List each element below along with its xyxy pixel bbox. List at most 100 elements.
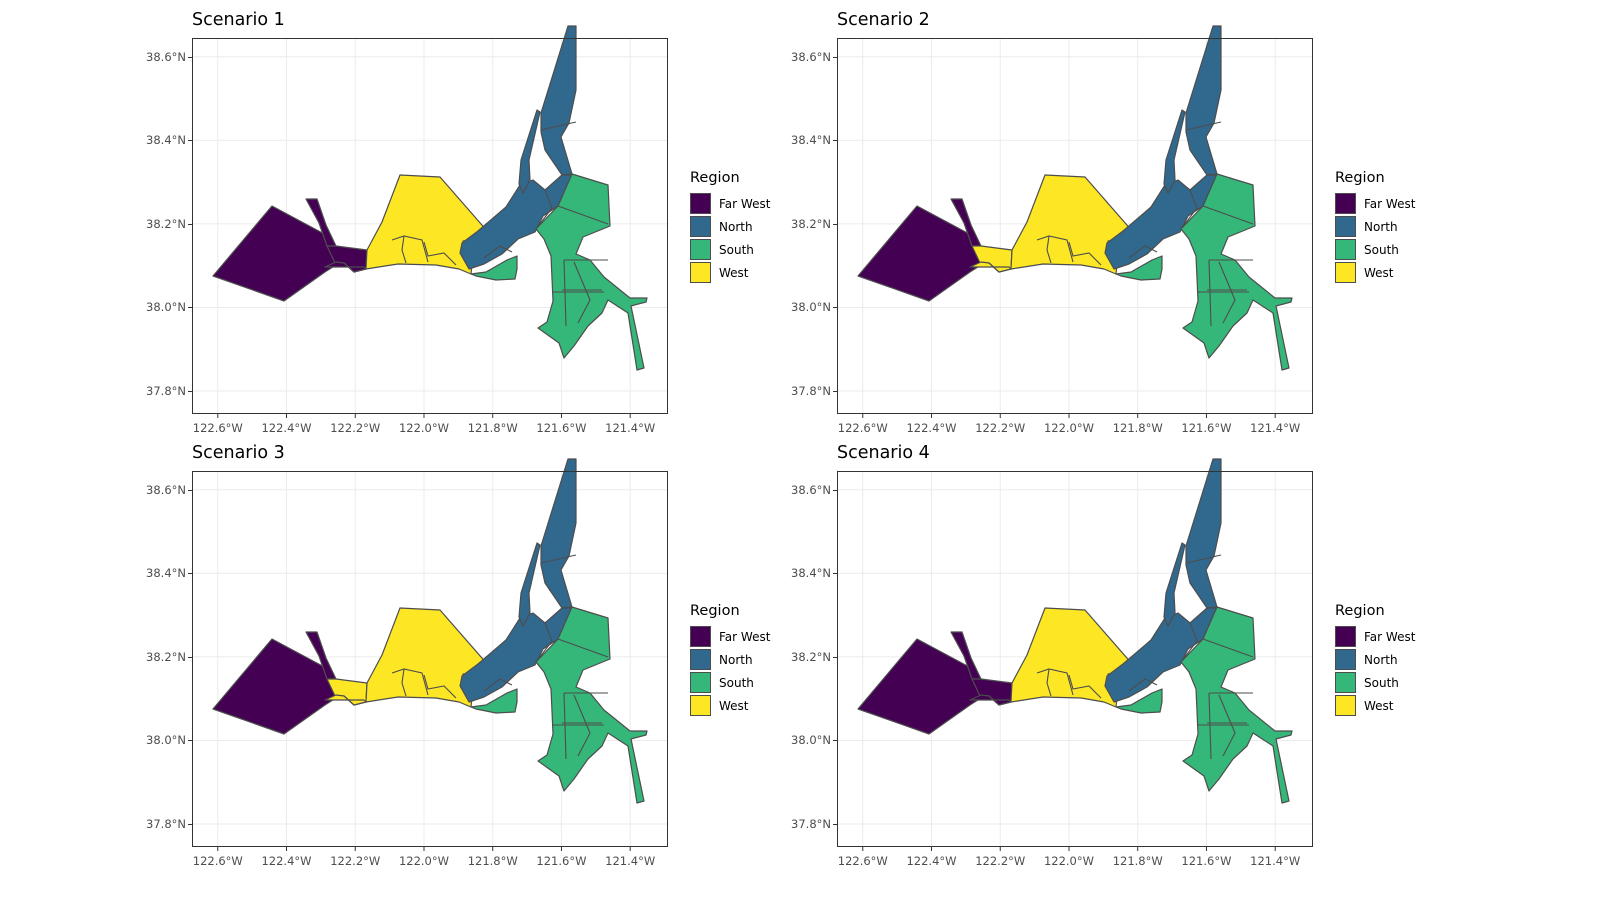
region-boundary bbox=[1185, 121, 1222, 131]
region-boundary bbox=[401, 668, 407, 697]
plot-border bbox=[192, 38, 668, 414]
legend-title: Region bbox=[690, 603, 740, 619]
region-polygon-south bbox=[1115, 688, 1163, 714]
legend-swatch bbox=[1335, 695, 1356, 716]
legend: Region Far West North South West bbox=[690, 170, 770, 284]
region-polygon-far-west bbox=[324, 261, 367, 273]
region-boundary bbox=[1046, 235, 1052, 264]
y-tick bbox=[188, 573, 192, 574]
legend-label: South bbox=[1364, 242, 1399, 257]
y-tick bbox=[833, 224, 837, 225]
region-boundary bbox=[563, 692, 567, 760]
legend-label: South bbox=[1364, 675, 1399, 690]
legend-swatch bbox=[1335, 262, 1356, 283]
region-polygon-north bbox=[1163, 542, 1186, 627]
y-tick bbox=[188, 657, 192, 658]
y-tick-label: 38.2°N bbox=[791, 216, 831, 231]
region-polygon-south bbox=[1115, 255, 1163, 281]
region-polygon-south bbox=[470, 688, 518, 714]
region-boundary bbox=[1218, 694, 1236, 757]
scenario-panel-4: Scenario 4 122.6°W 122.4°W 122.2°W 122.0°W 1… bbox=[837, 443, 1537, 883]
legend-swatch bbox=[690, 262, 711, 283]
scenario-panel-3: Scenario 3 122.6°W 122.4°W 122.2°W 122.0°W 1… bbox=[192, 443, 892, 883]
legend-item-west: West bbox=[690, 694, 770, 717]
legend-item-far-west: Far West bbox=[1335, 192, 1415, 215]
x-tick-label: 121.8°W bbox=[1113, 421, 1163, 435]
region-polygon-north bbox=[1185, 458, 1222, 609]
legend-swatch bbox=[1335, 239, 1356, 260]
legend-swatch bbox=[690, 649, 711, 670]
legend-label: West bbox=[1364, 265, 1394, 280]
region-boundary bbox=[1036, 668, 1074, 696]
region-boundary bbox=[391, 235, 429, 263]
x-tick-label: 122.4°W bbox=[906, 421, 956, 435]
region-polygon-north bbox=[518, 542, 541, 627]
legend: Region Far West North South West bbox=[1335, 170, 1415, 284]
scenario-panel-2: Scenario 2 122.6°W 122.4°W 122.2°W 122.0°W 1… bbox=[837, 10, 1537, 450]
legend-item-far-west: Far West bbox=[690, 625, 770, 648]
legend-item-south: South bbox=[690, 671, 770, 694]
map-plot: 122.6°W 122.4°W 122.2°W 122.0°W 121.8°W 121.6… bbox=[192, 25, 668, 435]
region-polygon-south bbox=[1180, 606, 1293, 804]
scenario-panel-1: Scenario 1 122.6°W 122.4°W 122.2°W 122.0°W 1… bbox=[192, 10, 892, 450]
legend-label: West bbox=[719, 698, 749, 713]
y-tick bbox=[188, 307, 192, 308]
legend-swatch bbox=[1335, 193, 1356, 214]
region-boundary bbox=[391, 668, 429, 696]
legend-item-north: North bbox=[690, 648, 770, 671]
legend-title: Region bbox=[690, 170, 740, 186]
y-tick-label: 37.8°N bbox=[146, 384, 186, 399]
legend-swatch bbox=[690, 626, 711, 647]
region-boundary bbox=[1180, 622, 1198, 663]
y-tick bbox=[833, 740, 837, 741]
x-tick-label: 122.6°W bbox=[193, 854, 243, 868]
y-tick bbox=[188, 57, 192, 58]
region-boundary bbox=[483, 678, 513, 692]
x-tick-label: 121.4°W bbox=[605, 854, 655, 868]
region-boundary bbox=[1128, 678, 1158, 692]
y-tick-label: 38.4°N bbox=[146, 566, 186, 581]
region-polygon-west bbox=[324, 694, 367, 706]
legend-label: North bbox=[1364, 652, 1398, 667]
y-tick bbox=[188, 490, 192, 491]
x-tick-label: 122.2°W bbox=[975, 854, 1025, 868]
legend-item-west: West bbox=[1335, 261, 1415, 284]
legend-label: North bbox=[719, 219, 753, 234]
legend: Region Far West North South West bbox=[1335, 603, 1415, 717]
region-boundary bbox=[1046, 668, 1052, 697]
panel-title: Scenario 1 bbox=[192, 10, 285, 30]
region-boundary bbox=[1068, 674, 1102, 699]
x-tick-label: 121.6°W bbox=[536, 854, 586, 868]
x-tick-label: 121.8°W bbox=[468, 854, 518, 868]
map-plot: 122.6°W 122.4°W 122.2°W 122.0°W 121.8°W 121.6… bbox=[192, 458, 668, 868]
x-tick-label: 122.0°W bbox=[1044, 421, 1094, 435]
legend-item-north: North bbox=[1335, 215, 1415, 238]
y-tick-label: 38.0°N bbox=[791, 300, 831, 315]
legend-label: Far West bbox=[719, 629, 771, 644]
y-tick-label: 38.6°N bbox=[791, 482, 831, 497]
legend-label: North bbox=[1364, 219, 1398, 234]
y-tick-label: 37.8°N bbox=[791, 817, 831, 832]
region-boundary bbox=[540, 554, 577, 564]
region-boundary bbox=[540, 121, 577, 131]
y-tick-label: 38.6°N bbox=[146, 49, 186, 64]
region-boundary bbox=[573, 694, 591, 757]
legend-item-south: South bbox=[1335, 238, 1415, 261]
region-boundary bbox=[557, 638, 609, 658]
y-tick bbox=[833, 573, 837, 574]
region-polygon-south bbox=[535, 173, 648, 371]
y-tick bbox=[833, 57, 837, 58]
y-tick-label: 38.0°N bbox=[146, 300, 186, 315]
x-tick-label: 122.2°W bbox=[330, 854, 380, 868]
x-tick-label: 122.4°W bbox=[906, 854, 956, 868]
x-tick-label: 122.6°W bbox=[193, 421, 243, 435]
x-tick-label: 121.6°W bbox=[536, 421, 586, 435]
region-boundary bbox=[1036, 235, 1074, 263]
x-tick-label: 121.8°W bbox=[468, 421, 518, 435]
region-boundary bbox=[563, 259, 567, 327]
legend-label: South bbox=[719, 675, 754, 690]
y-tick bbox=[833, 391, 837, 392]
region-boundary bbox=[423, 674, 457, 699]
region-polygon-north bbox=[540, 458, 577, 609]
map-plot: 122.6°W 122.4°W 122.2°W 122.0°W 121.8°W 121.6… bbox=[837, 25, 1313, 435]
